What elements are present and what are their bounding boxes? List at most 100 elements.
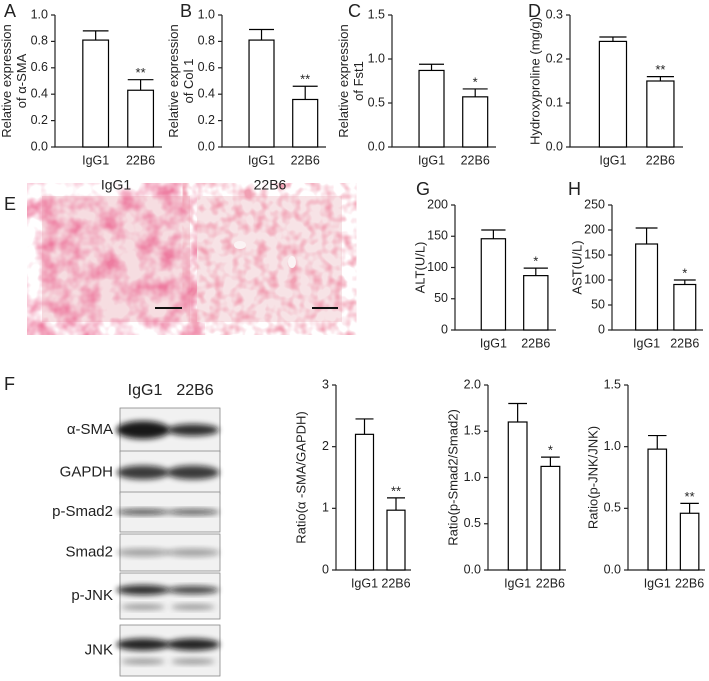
y-tick-label: 0.0: [368, 139, 385, 153]
y-axis-label: Relative expression: [0, 24, 14, 137]
y-tick-label: 0.2: [198, 113, 215, 127]
y-tick-label: 200: [584, 222, 605, 236]
blot-band: [121, 658, 165, 665]
bar: [462, 96, 489, 148]
significance: **: [655, 62, 665, 77]
significance: **: [391, 483, 401, 498]
y-axis-label: Hydroxyproline (mg/g): [527, 17, 542, 145]
y-tick-label: 50: [591, 297, 605, 311]
y-tick-label: 0.4: [31, 86, 48, 100]
significance: *: [682, 265, 687, 280]
bar: [82, 39, 110, 148]
y-tick-label: 0.1: [546, 95, 563, 109]
y-tick-label: 0.0: [604, 562, 621, 576]
bar: [523, 275, 549, 331]
x-tick-label: 22B6: [461, 153, 490, 167]
bar: [673, 283, 697, 331]
y-tick-label: 1.0: [368, 51, 385, 65]
y-tick-label: 0.0: [464, 562, 481, 576]
blot-band: [116, 585, 170, 595]
bar: [598, 40, 628, 148]
y-tick-label: 50: [434, 291, 448, 305]
blot-band: [116, 548, 170, 557]
panel-label: B: [180, 1, 192, 21]
y-tick-label: 0: [441, 322, 448, 336]
blot-label: α-SMA: [67, 421, 113, 438]
x-tick-label: IgG1: [82, 153, 109, 167]
lane-label: 22B6: [176, 382, 213, 399]
y-tick-label: 1.5: [368, 7, 385, 21]
y-tick-label: 0.0: [546, 139, 563, 153]
y-tick-label: 2: [322, 439, 329, 453]
y-tick-label: 200: [427, 197, 448, 211]
y-tick-label: 150: [584, 247, 605, 261]
significance: **: [685, 489, 695, 504]
y-tick-label: 0: [598, 322, 605, 336]
blot-band: [167, 424, 219, 436]
blot-band: [116, 465, 170, 480]
y-tick-label: 0.4: [198, 86, 215, 100]
histology: [42, 196, 342, 322]
blot-band: [171, 604, 215, 610]
blot-band: [166, 638, 220, 651]
y-tick-label: 1.0: [198, 7, 215, 21]
significance: **: [300, 72, 310, 87]
bar: [507, 421, 528, 571]
x-tick-label: 22B6: [675, 576, 704, 590]
y-axis-label: of Fst1: [351, 61, 366, 101]
y-axis-label: of Col 1: [181, 59, 196, 104]
y-tick-label: 0.8: [31, 34, 48, 48]
blot-band: [166, 465, 220, 480]
y-tick-label: 0.0: [198, 139, 215, 153]
x-tick-label: 22B6: [536, 576, 565, 590]
blot-band: [166, 548, 220, 557]
x-tick-label: IgG1: [351, 576, 378, 590]
panel-label: G: [416, 179, 430, 199]
y-axis-label: of α-SMA: [14, 53, 29, 108]
y-tick-label: 0.6: [31, 60, 48, 74]
blot-band: [167, 586, 219, 594]
x-tick-label: IgG1: [633, 336, 660, 350]
vessel: [288, 256, 296, 268]
x-tick-label: IgG1: [599, 153, 626, 167]
bar: [248, 39, 275, 148]
y-tick-label: 1.5: [604, 377, 621, 391]
y-tick-label: 250: [584, 197, 605, 211]
x-tick-label: 22B6: [521, 336, 550, 350]
y-tick-label: 150: [427, 229, 448, 243]
panel-label: C: [348, 1, 361, 21]
y-axis-label: Ratio(p-JNK/JNK): [585, 426, 600, 529]
histology-texture: [197, 196, 342, 322]
bar: [646, 80, 675, 148]
x-tick-label: 22B6: [381, 576, 410, 590]
y-tick-label: 0.2: [546, 51, 563, 65]
blot-panel: [119, 572, 221, 620]
blot-band: [121, 604, 165, 610]
blot-band: [166, 509, 220, 515]
y-tick-label: 0.5: [464, 516, 481, 530]
x-tick-label: IgG1: [248, 153, 275, 167]
y-tick-label: 1.0: [31, 7, 48, 21]
y-tick-label: 0.5: [604, 501, 621, 515]
panel-label: H: [568, 179, 581, 199]
y-tick-label: 0.8: [198, 34, 215, 48]
y-tick-label: 1: [322, 501, 329, 515]
significance: *: [533, 254, 538, 269]
vessel: [234, 241, 246, 249]
blot-label: p-JNK: [71, 587, 113, 604]
y-tick-label: 0.2: [31, 113, 48, 127]
y-tick-label: 1.0: [604, 439, 621, 453]
x-tick-label: 22B6: [126, 153, 155, 167]
bar: [386, 509, 406, 571]
bar: [635, 243, 659, 331]
y-tick-label: 100: [584, 272, 605, 286]
x-tick-label: 22B6: [291, 153, 320, 167]
blot-band: [171, 658, 215, 665]
y-axis-label: Relative expression: [166, 24, 181, 137]
x-tick-label: IgG1: [480, 336, 507, 350]
y-tick-label: 1.5: [464, 424, 481, 438]
y-tick-label: 100: [427, 260, 448, 274]
significance: *: [473, 74, 478, 89]
lane-label: IgG1: [128, 382, 163, 399]
